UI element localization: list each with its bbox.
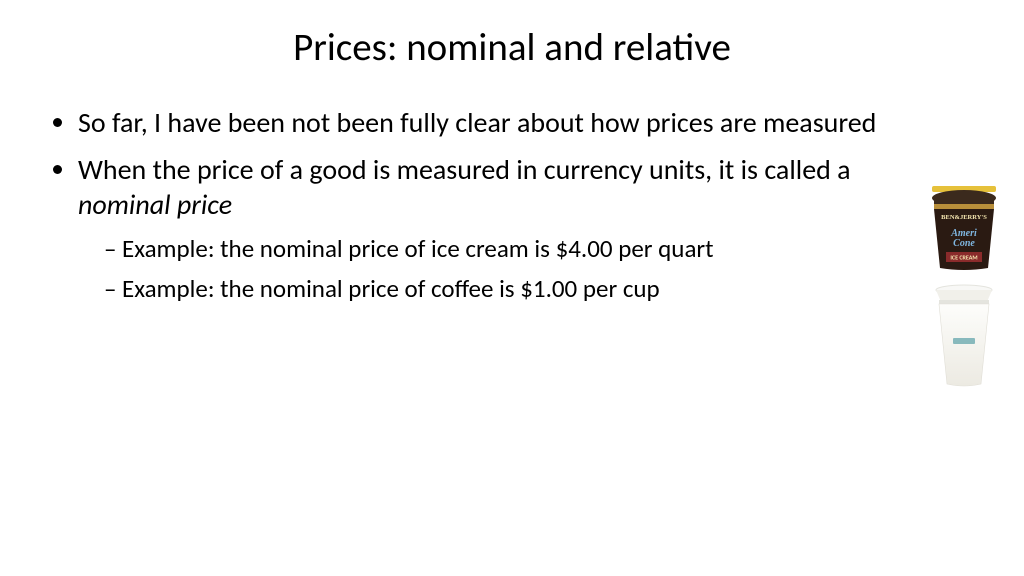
svg-text:ICE CREAM: ICE CREAM [950,254,977,262]
bullet-2-text-a: When the price of a good is measured in … [78,152,851,187]
bullet-2-text-b: nominal price [78,187,232,222]
coffee-cup-icon [929,284,999,388]
bullet-2: When the price of a good is measured in … [78,152,974,306]
svg-text:Cone: Cone [953,238,975,249]
image-column: BEN&JERRY'S Ameri Cone ICE CREAM [922,186,1006,388]
bullet-1: So far, I have been not been fully clear… [78,105,974,140]
sub-bullet-1: Example: the nominal price of ice cream … [104,232,884,266]
icecream-pint-icon: BEN&JERRY'S Ameri Cone ICE CREAM [928,186,1000,270]
sub-bullet-2: Example: the nominal price of coffee is … [104,272,884,306]
svg-text:BEN&JERRY'S: BEN&JERRY'S [941,214,987,221]
sub-bullet-list: Example: the nominal price of ice cream … [78,232,884,306]
slide-title: Prices: nominal and relative [50,24,974,71]
slide: Prices: nominal and relative So far, I h… [0,0,1024,576]
bullet-list: So far, I have been not been fully clear… [50,105,974,306]
